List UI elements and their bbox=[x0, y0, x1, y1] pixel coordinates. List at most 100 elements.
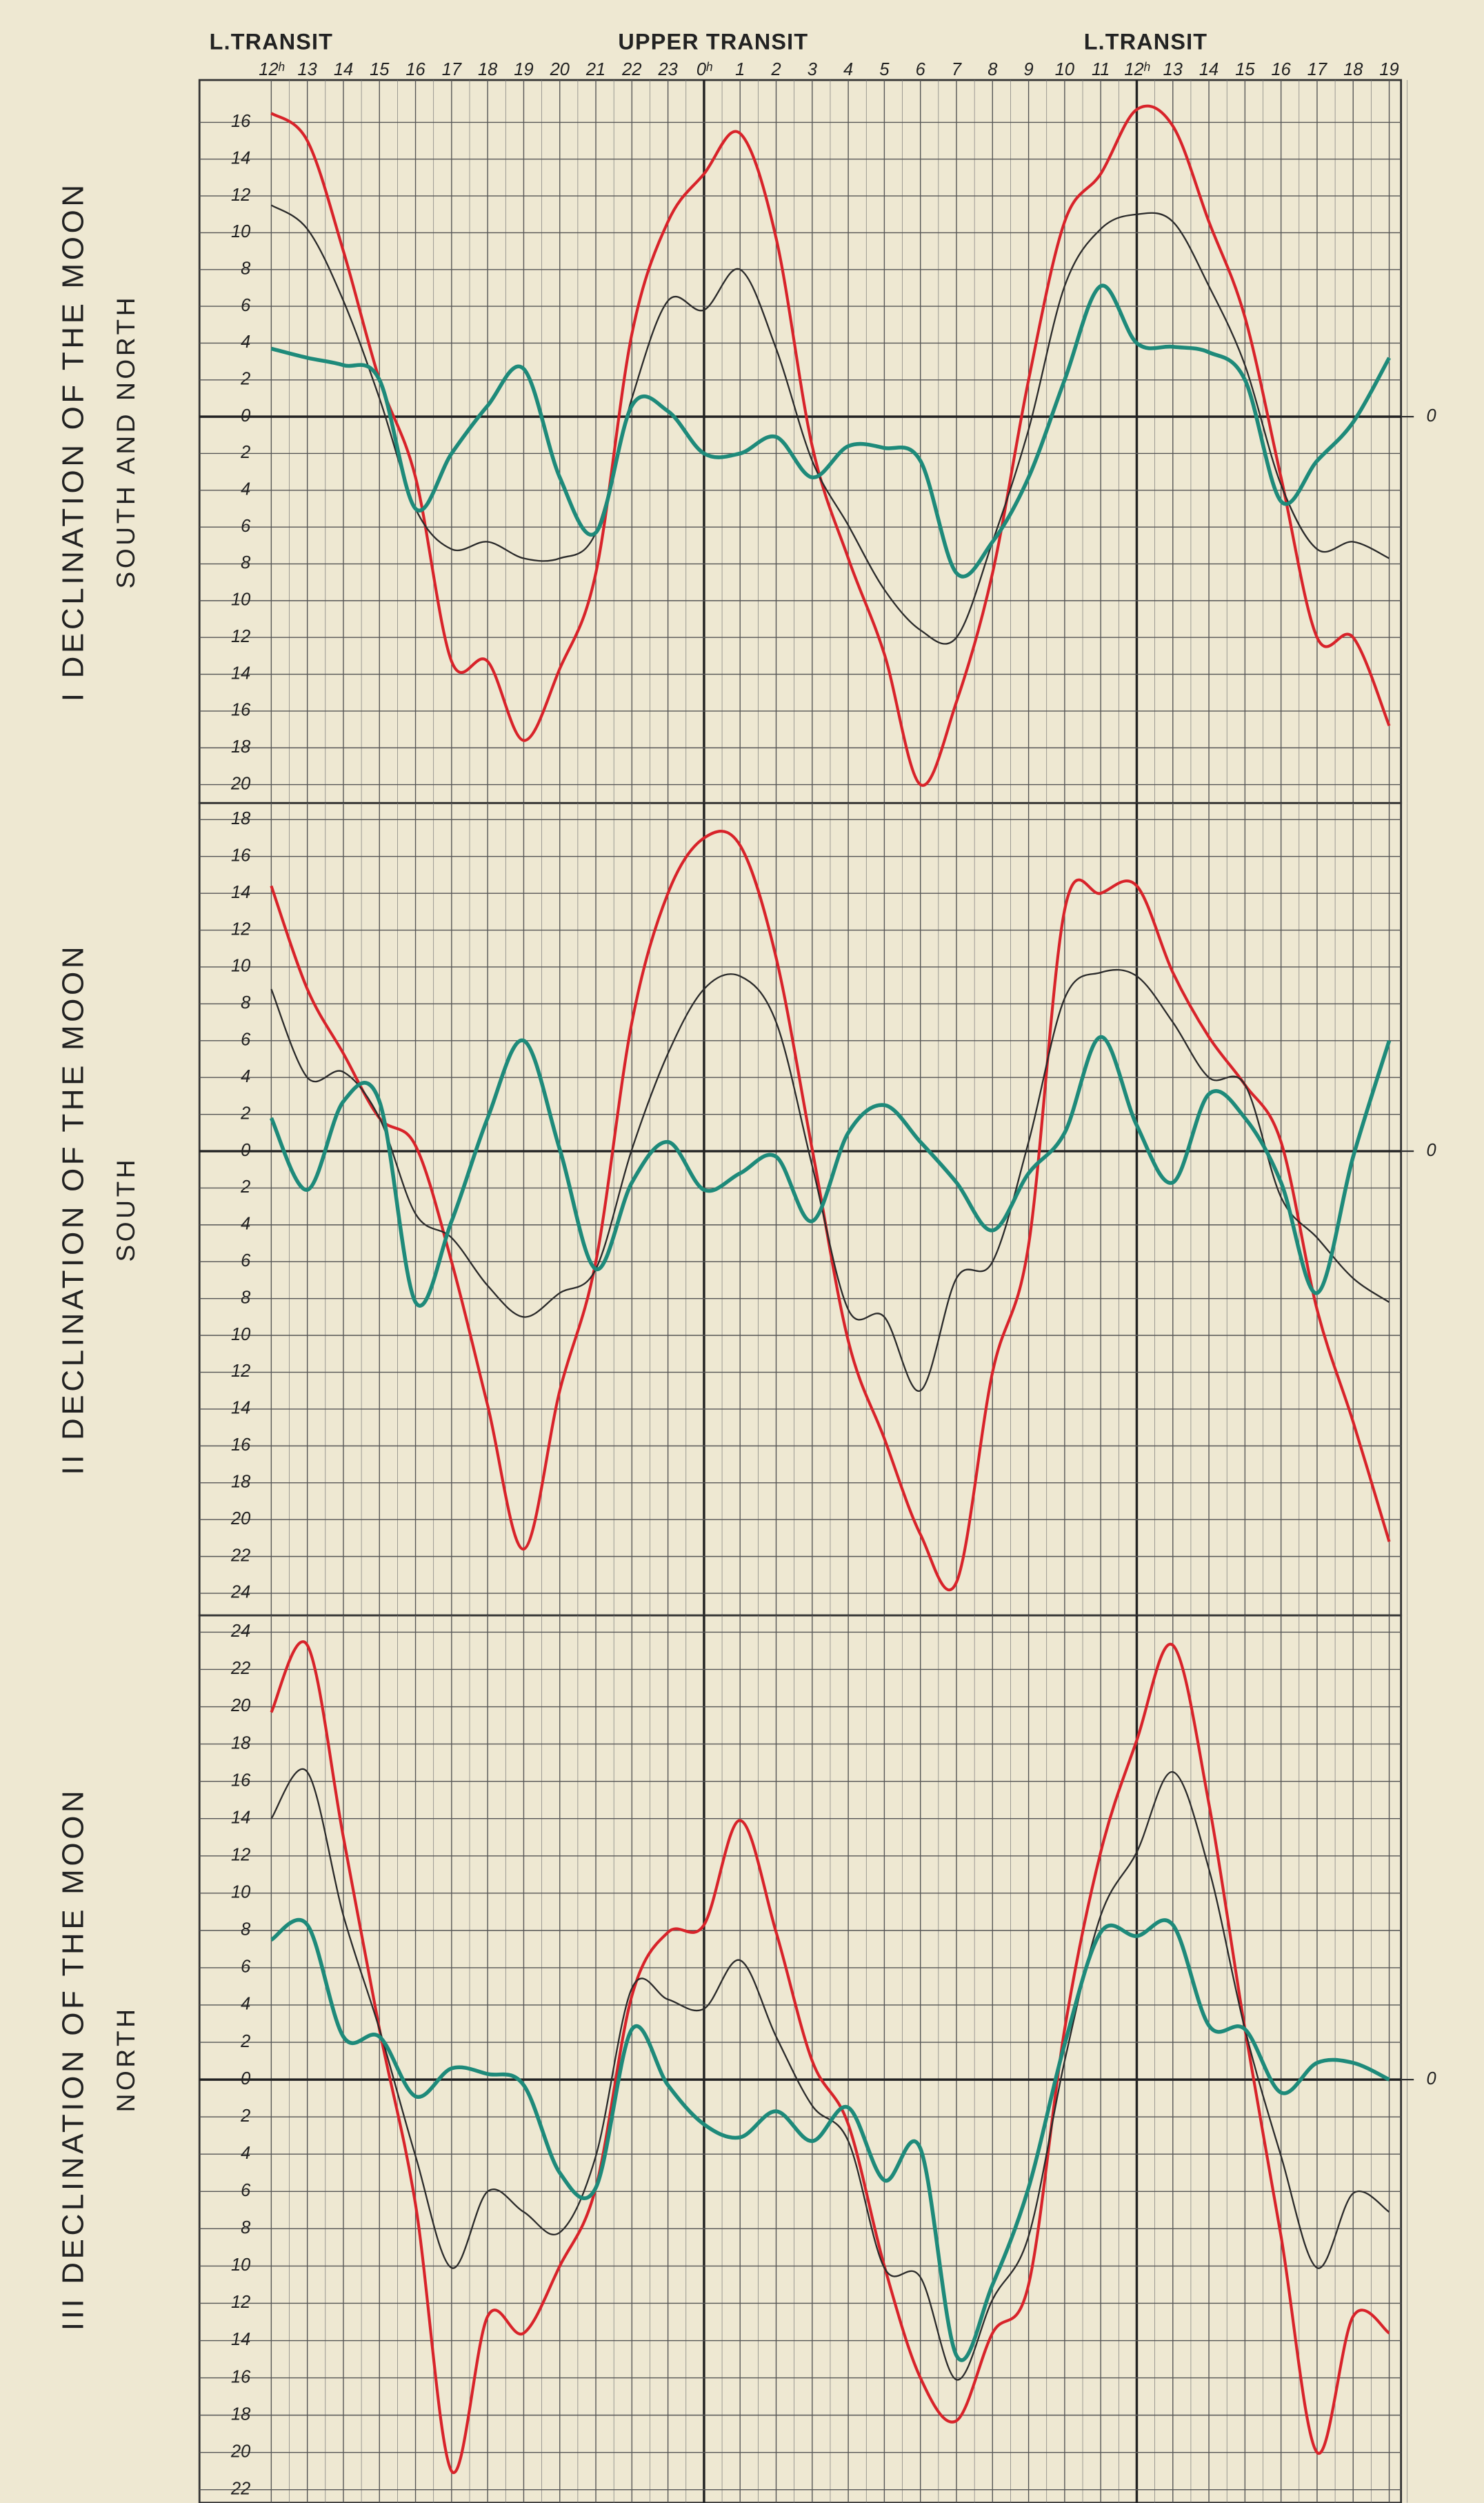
panel-subtitle: SOUTH AND NORTH bbox=[111, 295, 140, 589]
x-tick-label: 17 bbox=[442, 60, 462, 79]
x-tick-label: 5 bbox=[879, 60, 890, 79]
y-tick-label: 10 bbox=[231, 590, 250, 610]
x-tick-label: 3 bbox=[808, 60, 817, 79]
y-tick-label: 18 bbox=[231, 809, 250, 828]
y-tick-label: 14 bbox=[231, 664, 250, 683]
x-tick-label: 0ʰ bbox=[696, 60, 712, 79]
y-tick-label: 16 bbox=[231, 1771, 251, 1790]
series-line bbox=[269, 1035, 1392, 1308]
y2-tick-label: 0 bbox=[1427, 2069, 1436, 2088]
x-tick-label: 16 bbox=[1272, 60, 1292, 79]
x-tick-label: 18 bbox=[478, 60, 497, 79]
y-tick-label: 16 bbox=[231, 1435, 251, 1455]
x-tick-label: 13 bbox=[298, 60, 317, 79]
x-tick-label: 22 bbox=[621, 60, 641, 79]
y-tick-label: 16 bbox=[231, 701, 251, 720]
x-tick-label: 16 bbox=[405, 60, 425, 79]
y-tick-label: 4 bbox=[241, 1995, 250, 2014]
x-tick-label: 4 bbox=[843, 60, 853, 79]
panel-subtitle: SOUTH bbox=[111, 1157, 140, 1262]
x-tick-label: 14 bbox=[334, 60, 353, 79]
y-tick-label: 22 bbox=[230, 1659, 250, 1678]
series-line bbox=[270, 830, 1391, 1592]
annotation: L.TRANSIT bbox=[1084, 29, 1207, 54]
y-tick-label: 16 bbox=[231, 846, 251, 865]
y-tick-label: 4 bbox=[241, 2144, 250, 2163]
y2-tick-label: 0 bbox=[1427, 406, 1436, 426]
x-tick-label: 14 bbox=[1199, 60, 1219, 79]
x-tick-label: 8 bbox=[987, 60, 997, 79]
y-tick-label: 10 bbox=[231, 2255, 250, 2275]
y-tick-label: 10 bbox=[231, 1883, 250, 1902]
y-tick-label: 0 bbox=[241, 406, 250, 426]
y-tick-label: 12 bbox=[231, 1845, 250, 1864]
panel: 2422201816141210864202468101214161820220… bbox=[56, 1614, 1436, 2503]
series-line bbox=[270, 104, 1391, 787]
series-line bbox=[270, 968, 1390, 1392]
y2-tick-label: 0 bbox=[1427, 1141, 1436, 1160]
series-line bbox=[270, 1917, 1390, 2362]
y-tick-label: 14 bbox=[231, 1399, 250, 1418]
y-tick-label: 12 bbox=[231, 627, 250, 646]
y-tick-label: 10 bbox=[231, 222, 250, 241]
y-tick-label: 12 bbox=[231, 2293, 250, 2312]
y-tick-label: 8 bbox=[241, 259, 250, 278]
y-tick-label: 22 bbox=[230, 2479, 250, 2498]
x-tick-label: 11 bbox=[1092, 60, 1110, 79]
y-tick-label: 0 bbox=[241, 1141, 250, 1160]
y-tick-label: 22 bbox=[230, 1546, 250, 1565]
y-tick-label: 16 bbox=[231, 2367, 251, 2386]
x-tick-label: 18 bbox=[1343, 60, 1363, 79]
y-tick-label: 6 bbox=[241, 2181, 251, 2200]
y-tick-label: 14 bbox=[231, 148, 250, 168]
y-tick-label: 24 bbox=[230, 1622, 250, 1641]
annotation: L.TRANSIT bbox=[210, 29, 333, 54]
y-tick-label: 8 bbox=[241, 1920, 250, 1939]
x-tick-label: 20 bbox=[550, 60, 570, 79]
y-tick-label: 6 bbox=[241, 1030, 251, 1050]
y-tick-label: 2 bbox=[240, 2032, 250, 2051]
annotation: UPPER TRANSIT bbox=[618, 29, 808, 54]
y-tick-label: 18 bbox=[231, 2404, 250, 2424]
y-tick-label: 6 bbox=[241, 517, 251, 536]
x-tick-label: 19 bbox=[514, 60, 533, 79]
y-tick-label: 24 bbox=[230, 1583, 250, 1602]
x-tick-label: 19 bbox=[1379, 60, 1398, 79]
panel-title: III DECLINATION OF THE MOON bbox=[56, 1788, 90, 2331]
y-tick-label: 8 bbox=[241, 553, 250, 572]
y-tick-label: 20 bbox=[230, 774, 250, 793]
y-tick-label: 12 bbox=[231, 1362, 250, 1381]
y-tick-label: 2 bbox=[240, 1104, 250, 1123]
y-tick-label: 0 bbox=[241, 2069, 250, 2088]
y-tick-label: 2 bbox=[240, 1177, 250, 1197]
series-line bbox=[270, 1640, 1390, 2475]
y-tick-label: 20 bbox=[230, 1509, 250, 1528]
x-tick-label: 17 bbox=[1307, 60, 1327, 79]
x-tick-label: 1 bbox=[735, 60, 745, 79]
y-tick-label: 16 bbox=[231, 112, 251, 131]
y-tick-label: 14 bbox=[231, 883, 250, 902]
series-line bbox=[270, 1768, 1390, 2381]
y-tick-label: 2 bbox=[240, 370, 250, 389]
x-tick-label: 9 bbox=[1024, 60, 1034, 79]
y-tick-label: 8 bbox=[241, 2218, 250, 2237]
y-tick-label: 14 bbox=[231, 2330, 250, 2349]
y-tick-label: 8 bbox=[241, 993, 250, 1013]
x-tick-label: 15 bbox=[1235, 60, 1255, 79]
y-tick-label: 12 bbox=[231, 186, 250, 205]
y-tick-label: 10 bbox=[231, 1325, 250, 1344]
y-tick-label: 20 bbox=[230, 1696, 250, 1715]
y-tick-label: 4 bbox=[241, 332, 250, 352]
series-line bbox=[270, 283, 1391, 579]
y-tick-label: 10 bbox=[231, 957, 250, 976]
x-tick-label: 2 bbox=[770, 60, 781, 79]
y-tick-label: 2 bbox=[240, 2106, 250, 2126]
x-tick-label: 6 bbox=[916, 60, 926, 79]
y-tick-label: 4 bbox=[241, 1067, 250, 1086]
y-tick-label: 18 bbox=[231, 1733, 250, 1753]
y-tick-label: 12 bbox=[231, 919, 250, 939]
